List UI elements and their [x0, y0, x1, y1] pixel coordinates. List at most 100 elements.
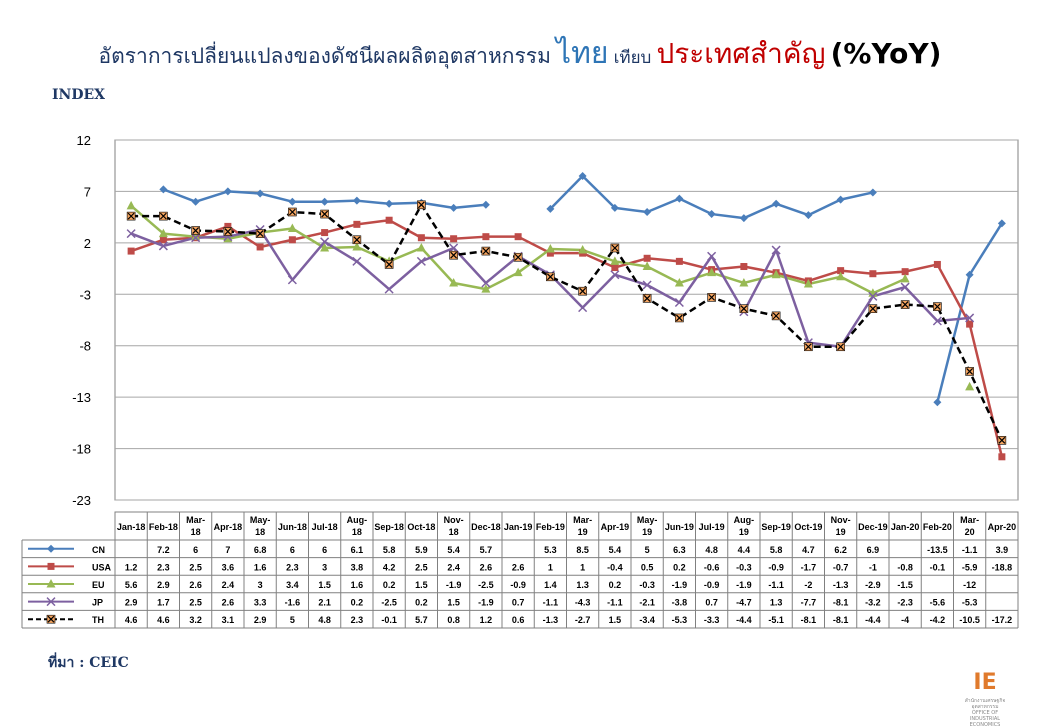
x-tick-label: Mar-	[960, 515, 979, 525]
x-tick-label: Feb-19	[536, 522, 565, 532]
data-point-cross	[675, 314, 683, 322]
x-tick-label: Jul-19	[699, 522, 725, 532]
data-point	[159, 236, 167, 244]
data-label: 5.3	[544, 545, 557, 555]
data-label: 6.3	[673, 545, 686, 555]
data-label: -1.7	[801, 562, 817, 572]
data-point-cross	[966, 368, 974, 375]
data-point	[997, 219, 1006, 228]
data-point	[675, 194, 684, 203]
title-part-thailand: ไทย	[556, 36, 609, 71]
data-label: 3.4	[286, 580, 299, 590]
data-label: -10.5	[959, 615, 980, 625]
data-label: -1.1	[962, 545, 978, 555]
title-part-compare: เทียบ	[613, 48, 652, 68]
x-tick-label: Mar-	[186, 515, 205, 525]
data-point-cross	[514, 253, 522, 261]
data-point	[707, 210, 716, 219]
data-point	[159, 185, 168, 194]
data-label: 0.2	[609, 580, 622, 590]
data-label: 6	[193, 545, 198, 555]
data-point	[481, 200, 490, 209]
data-label: 6	[322, 545, 327, 555]
data-point-cross	[933, 303, 941, 311]
data-point-cross	[546, 273, 554, 281]
data-point	[901, 268, 909, 276]
data-point	[224, 222, 232, 230]
data-point	[900, 282, 910, 292]
x-tick-label: Apr-20	[988, 522, 1017, 532]
data-point	[933, 398, 942, 407]
data-point-cross	[256, 230, 264, 238]
data-point-cross	[643, 294, 651, 302]
data-label: -4.3	[575, 598, 591, 608]
data-label: 5.4	[609, 545, 622, 555]
data-label: -18.8	[992, 562, 1013, 572]
data-label: -5.3	[962, 598, 978, 608]
data-label: -3.4	[639, 615, 655, 625]
data-label: 0.2	[351, 598, 364, 608]
data-label: 1.5	[415, 580, 428, 590]
data-point	[740, 263, 748, 271]
legend-label-usa: USA	[92, 562, 112, 572]
data-point	[158, 241, 168, 251]
data-label: 2.4	[222, 580, 235, 590]
data-point	[578, 245, 588, 254]
data-label: 3.3	[254, 598, 267, 608]
data-label: -4	[901, 615, 909, 625]
data-point-cross	[998, 436, 1006, 444]
data-point	[449, 277, 459, 287]
data-label: -8.1	[833, 615, 849, 625]
data-point	[352, 241, 362, 251]
data-point	[643, 208, 652, 216]
y-tick-label: 2	[84, 236, 91, 251]
x-tick-label: 19	[642, 527, 652, 537]
data-label: -1.3	[543, 615, 559, 625]
data-point	[837, 267, 845, 275]
data-label: -1.9	[446, 580, 462, 590]
x-tick-label: Jun-19	[665, 522, 694, 532]
y-tick-label: -18	[72, 442, 91, 457]
data-point	[256, 243, 264, 251]
data-point-cross	[482, 247, 490, 255]
data-point	[127, 247, 135, 255]
y-axis-label: INDEX	[52, 87, 106, 103]
data-label: 0.2	[673, 562, 686, 572]
data-label: -2.9	[865, 580, 881, 590]
chart-title: อัตราการเปลี่ยนแปลงของดัชนีผลผลิตอุตสาหก…	[10, 30, 1030, 77]
data-label: 5.7	[415, 615, 428, 625]
x-tick-label: Sep-18	[374, 522, 404, 532]
data-label: 1.5	[609, 615, 622, 625]
data-label: 3.8	[351, 562, 364, 572]
data-label: -1.5	[897, 580, 913, 590]
legend-label-eu: EU	[92, 580, 105, 590]
data-label: -2.3	[897, 598, 913, 608]
x-tick-label: Aug-	[734, 515, 755, 525]
data-label: -5.9	[962, 562, 978, 572]
x-tick-label: Feb-18	[149, 522, 178, 532]
data-label: -0.9	[704, 580, 720, 590]
data-point	[513, 267, 523, 277]
data-point-cross	[869, 305, 877, 313]
title-part-unit: (%YoY)	[830, 37, 942, 70]
data-label: -1.9	[736, 580, 752, 590]
data-point	[449, 203, 458, 212]
data-label: -8.1	[801, 615, 817, 625]
x-tick-label: May-	[250, 515, 271, 525]
data-point	[642, 280, 652, 290]
data-label: 1.5	[447, 598, 460, 608]
data-label: -4.4	[736, 615, 752, 625]
data-point-cross	[611, 244, 619, 252]
data-point	[191, 197, 200, 206]
data-point	[481, 278, 491, 288]
data-point	[256, 189, 265, 198]
data-label: 8.5	[576, 545, 589, 555]
x-tick-label: Dec-19	[858, 522, 888, 532]
data-point-cross	[321, 210, 329, 218]
data-point	[772, 199, 781, 208]
data-label: 0.6	[512, 615, 525, 625]
data-label: -1.3	[833, 580, 849, 590]
data-point-cross	[417, 201, 425, 209]
data-point	[126, 229, 136, 239]
